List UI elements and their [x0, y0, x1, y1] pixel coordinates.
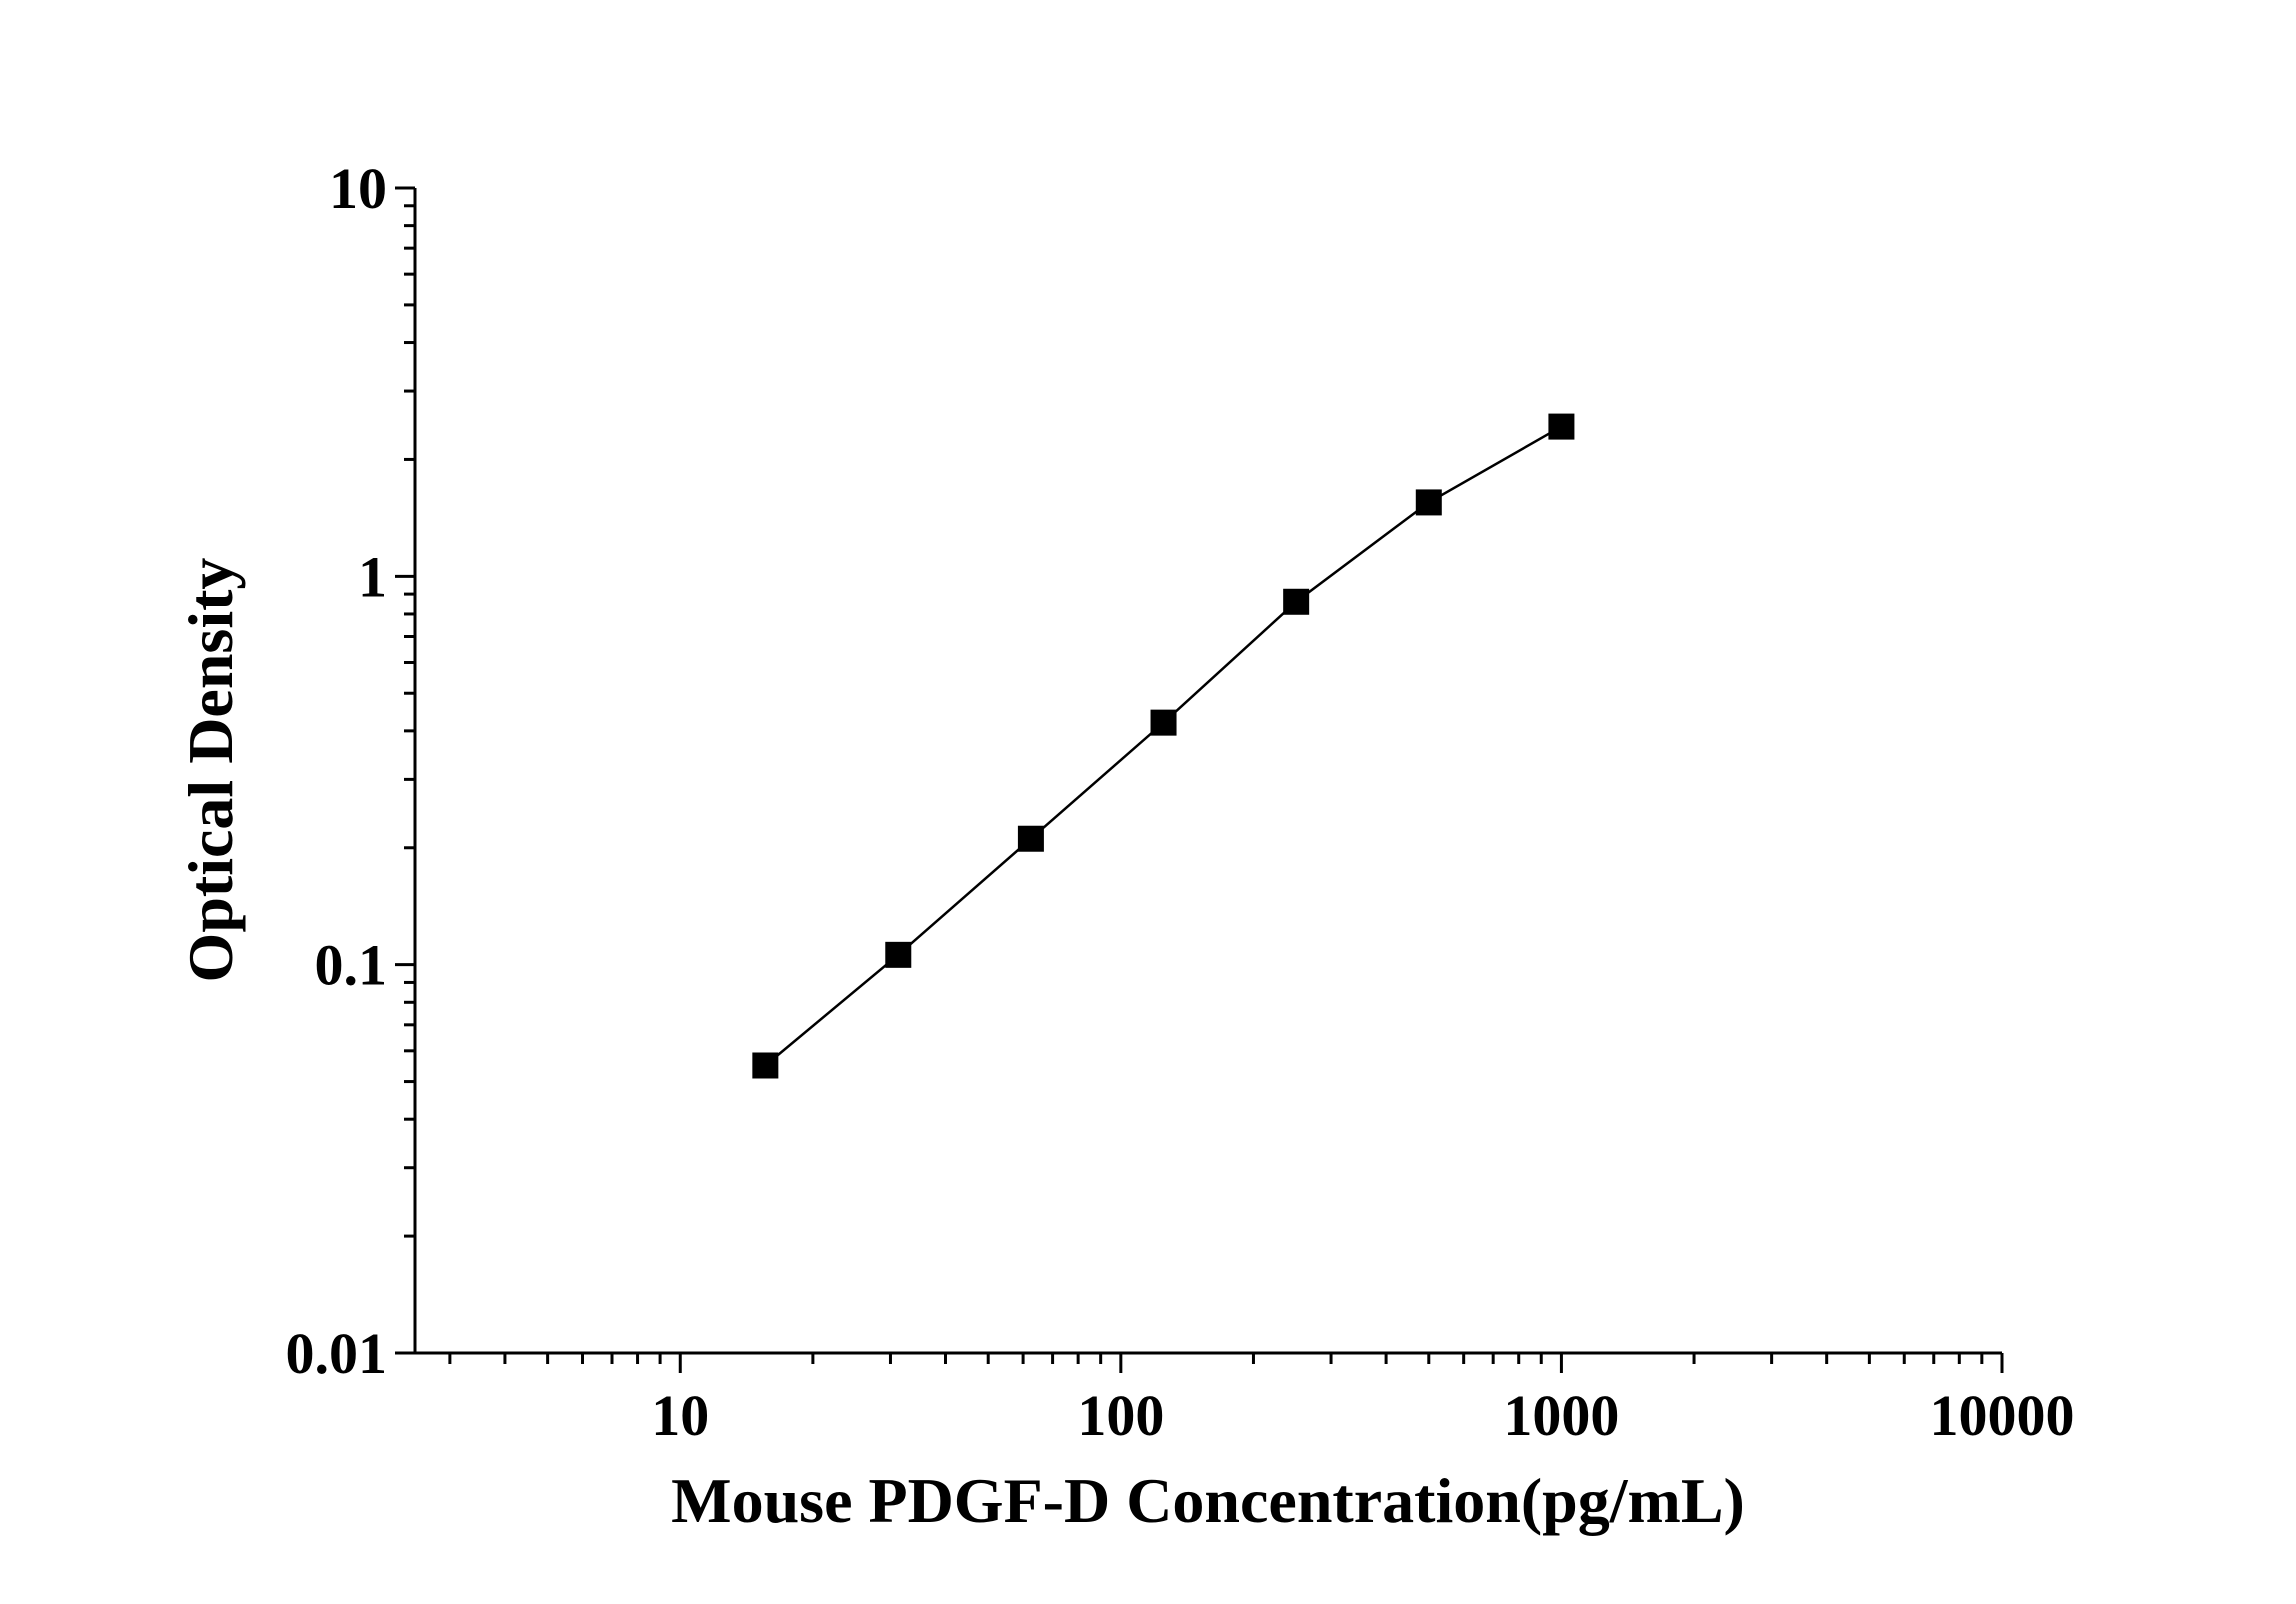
data-point-marker: [1283, 588, 1310, 615]
y-tick-label: 0.01: [286, 1321, 388, 1386]
data-series: [752, 413, 1575, 1079]
data-point-marker: [885, 941, 912, 968]
x-tick-label: 10: [651, 1383, 709, 1448]
y-tick-label: 0.1: [315, 933, 388, 998]
x-tick-label: 1000: [1503, 1383, 1619, 1448]
y-tick-label: 1: [358, 544, 387, 609]
x-tick-label: 100: [1077, 1383, 1164, 1448]
axes: [395, 186, 2004, 1373]
data-point-marker: [1548, 413, 1575, 440]
y-tick-label: 10: [329, 156, 387, 221]
y-axis-label: Optical Density: [175, 558, 246, 983]
x-tick-label: 10000: [1930, 1383, 2075, 1448]
x-axis-label: Mouse PDGF-D Concentration(pg/mL): [671, 1465, 1745, 1536]
data-point-marker: [1415, 489, 1442, 516]
data-point-marker: [1150, 709, 1177, 736]
data-point-marker: [1017, 825, 1044, 852]
tick-labels: 10 100 1000 10000 0.01 0.1 1 10: [286, 156, 2075, 1448]
data-point-marker: [752, 1052, 779, 1079]
series-line: [764, 425, 1563, 1067]
